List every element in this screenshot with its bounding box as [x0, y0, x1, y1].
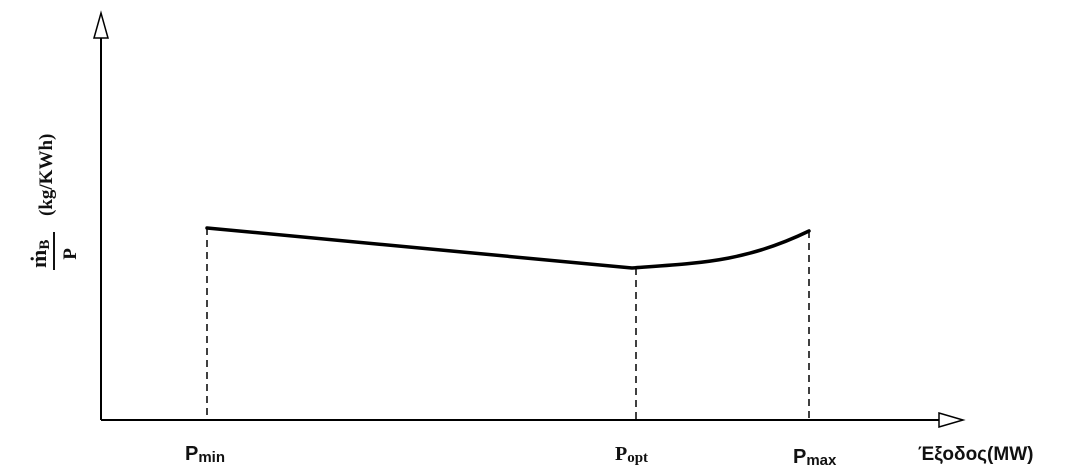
x-axis-label: Έξοδος(MW) [918, 444, 1034, 465]
x-axis-arrowhead [938, 412, 966, 428]
popt-label-sub: opt [627, 450, 649, 466]
pmax-label: Pmax [793, 446, 836, 469]
popt-label: Popt [615, 443, 648, 466]
popt-label-base: P [615, 443, 628, 465]
pmin-label-sub: min [198, 449, 226, 466]
pmax-label-sub: max [806, 452, 837, 469]
y-label-denominator: P [60, 248, 81, 260]
y-label-mass-symbol: ṁ [26, 250, 51, 268]
y-label-mass-subscript: B [37, 240, 53, 250]
pmin-label-base: P [185, 443, 199, 465]
pmin-label: Pmin [185, 443, 225, 466]
efficiency-curve [205, 226, 811, 270]
y-label-unit: (kg/KWh) [36, 134, 57, 216]
y-axis-arrowhead [93, 10, 109, 39]
pmax-label-base: P [793, 446, 807, 468]
y-axis-label: ṁB P (kg/KWh) [26, 134, 81, 270]
y-label-numerator: ṁB [26, 240, 53, 268]
